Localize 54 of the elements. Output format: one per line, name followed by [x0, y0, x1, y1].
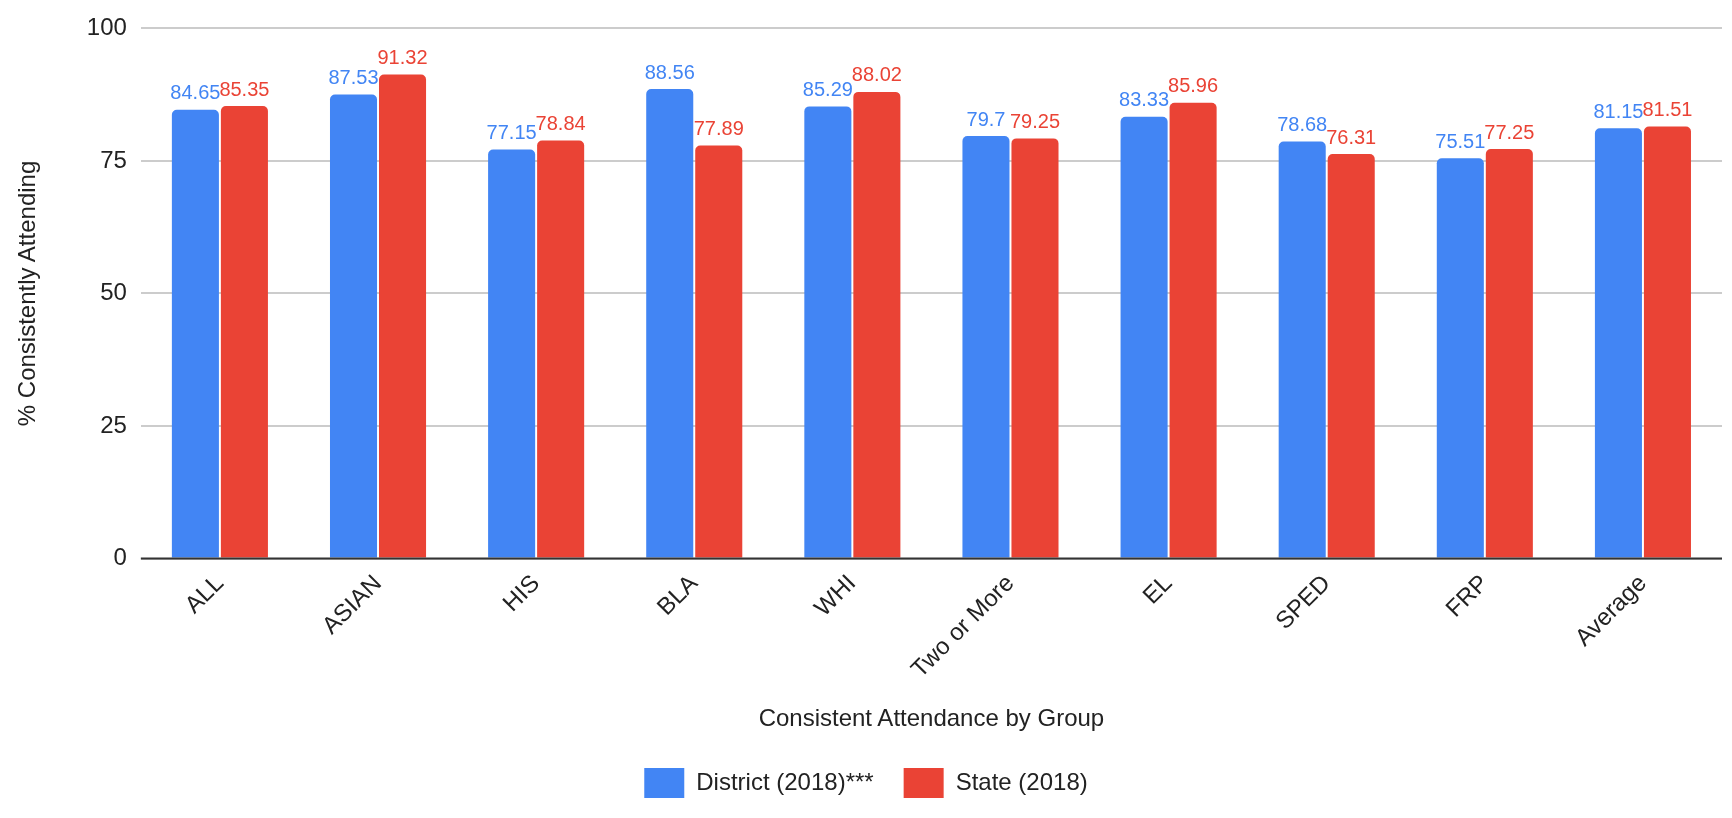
bar [1643, 126, 1691, 558]
legend-label: State (2018) [955, 767, 1088, 795]
data-label: 77.25 [1484, 120, 1535, 143]
bar [962, 136, 1010, 558]
data-label: 85.96 [1168, 74, 1219, 97]
bar [1169, 102, 1217, 558]
bar [853, 91, 901, 558]
bar [1327, 153, 1375, 558]
legend-label: District (2018)*** [696, 767, 874, 795]
data-label: 78.68 [1277, 112, 1328, 135]
data-label: 88.02 [851, 63, 902, 86]
bar [646, 89, 694, 558]
x-tick-label: EL [1136, 568, 1177, 609]
bar [695, 145, 743, 558]
bar [329, 94, 378, 558]
y-tick-label: 25 [100, 410, 127, 438]
data-label: 88.56 [644, 60, 695, 83]
data-label: 79.7 [966, 107, 1006, 130]
y-tick-label: 75 [100, 145, 127, 173]
bar [1485, 149, 1533, 558]
y-tick-label: 50 [100, 278, 127, 306]
data-label: 77.15 [486, 121, 537, 144]
bar [1594, 128, 1642, 558]
bar [1011, 138, 1059, 558]
data-label: 75.51 [1435, 129, 1486, 152]
data-label: 84.65 [170, 81, 221, 104]
x-tick-label: BLA [651, 568, 703, 621]
y-tick-label: 0 [113, 543, 127, 571]
x-tick-label: HIS [496, 568, 545, 617]
data-label: 81.51 [1642, 97, 1693, 120]
data-label: 79.25 [1009, 109, 1061, 132]
data-label: 83.33 [1119, 88, 1170, 111]
data-label: 81.15 [1593, 99, 1644, 122]
x-axis-title: Consistent Attendance by Group [758, 704, 1105, 732]
bar [804, 106, 852, 558]
data-label: 78.84 [535, 112, 586, 135]
data-label: 85.35 [219, 77, 270, 100]
bar [1278, 141, 1326, 558]
bar [1436, 158, 1484, 558]
bar [1120, 116, 1168, 558]
data-label: 87.53 [328, 66, 379, 89]
bar [220, 106, 268, 558]
data-label: 91.32 [377, 45, 428, 68]
data-label: 77.89 [693, 117, 744, 140]
bar [171, 109, 219, 558]
x-tick-label: ALL [178, 568, 229, 619]
x-tick-label: WHI [808, 568, 861, 621]
bar [537, 140, 585, 558]
data-label: 85.29 [802, 77, 853, 100]
y-axis-title: % Consistently Attending [13, 160, 41, 427]
data-label: 76.31 [1326, 125, 1377, 148]
y-tick-label: 100 [86, 13, 127, 41]
bar [488, 149, 536, 558]
bar [379, 74, 427, 558]
